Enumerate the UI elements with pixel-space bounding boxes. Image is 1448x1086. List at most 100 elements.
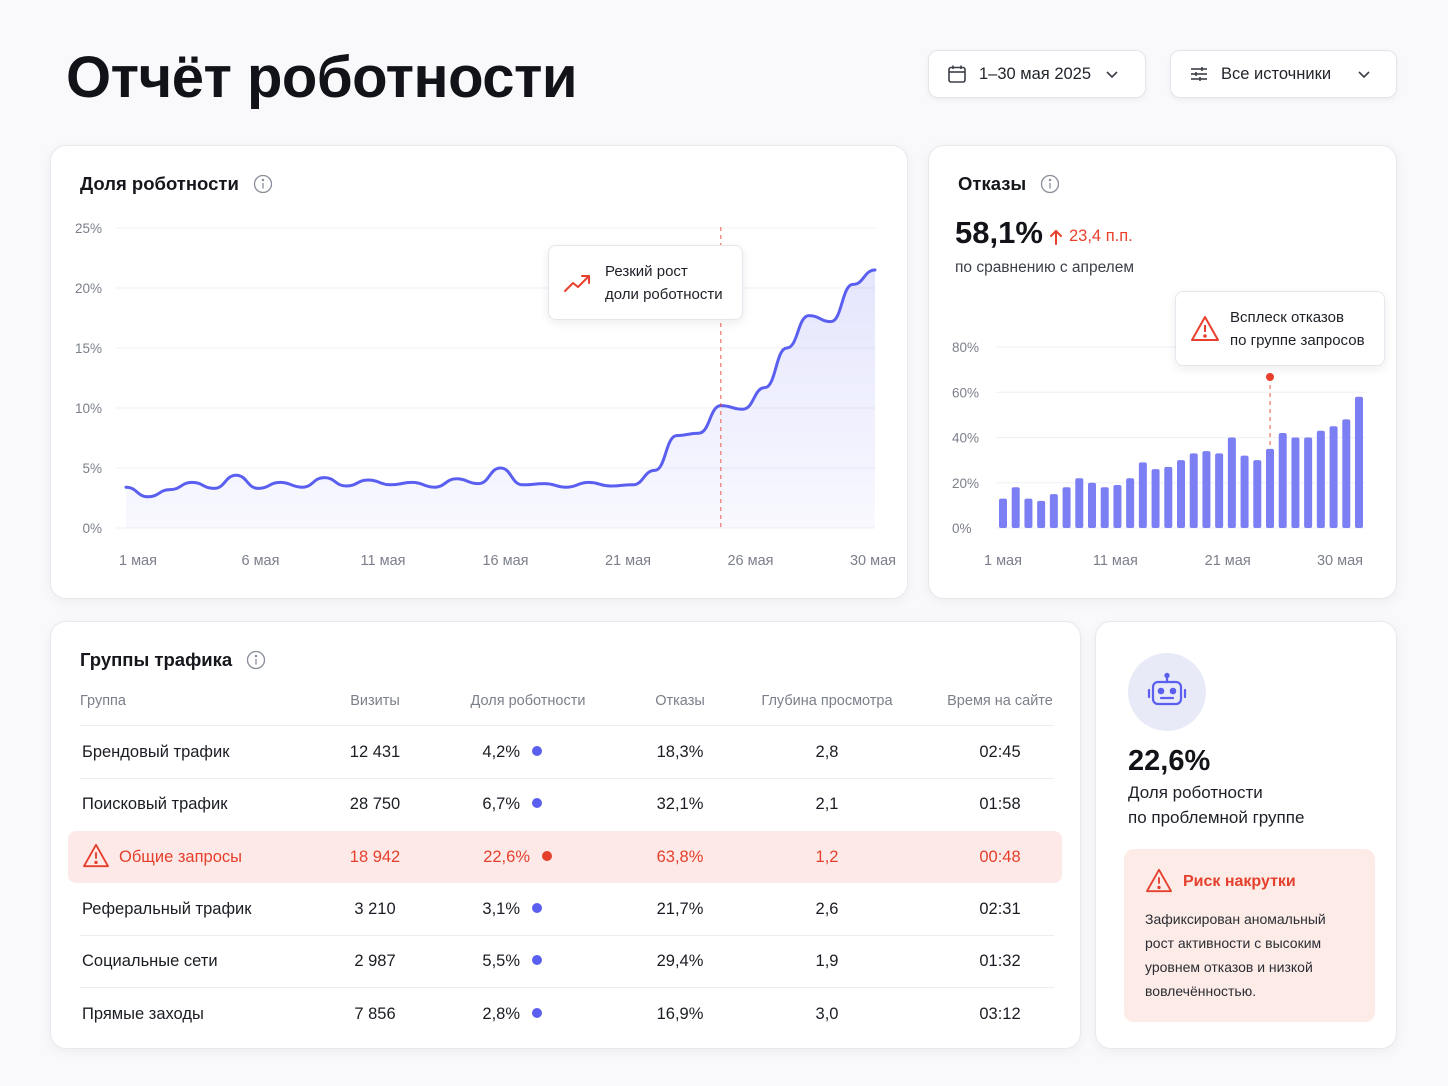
risk-alert: Риск накрутки Зафиксирован аномальный ро… [1124,849,1375,1022]
x-tick-label: 21 мая [1205,553,1251,569]
bounce-annotation: Всплеск отказов по группе запросов [1175,291,1385,366]
bounce-value: 58,1% [955,215,1043,250]
bar [1126,478,1135,528]
cell-time: 02:45 [979,743,1021,761]
column-header-visits[interactable]: Визиты [350,693,400,709]
cell-time: 00:48 [979,848,1021,866]
robot-share-annotation: Резкий рост доли роботности [548,245,743,320]
bar [1266,448,1274,528]
column-header-group[interactable]: Группа [80,693,126,709]
info-icon[interactable] [253,174,273,194]
bar [1342,419,1351,528]
bar [1253,460,1262,528]
table-row[interactable]: Брендовый трафик 12 431 4,2% 18,3% 2,8 0… [68,726,1062,778]
cell-group: Общие запросы [119,848,242,866]
cell-visits: 2 987 [354,952,396,970]
cell-robot-share: 6,7% [482,795,520,813]
bar [1240,455,1249,528]
row-divider [80,935,1054,936]
table-row[interactable]: Поисковый трафик 28 750 6,7% 32,1% 2,1 0… [68,778,1062,830]
bar [1227,437,1236,528]
risk-line: рост активности с высоким [1145,935,1322,951]
table-row[interactable]: Прямые заходы 7 856 2,8% 16,9% 3,0 03:12 [68,988,1062,1040]
bar [1291,437,1300,528]
date-range-select[interactable]: 1–30 мая 2025 [928,50,1146,98]
sources-select[interactable]: Все источники [1170,50,1397,98]
y-tick-label: 0% [82,521,102,536]
column-header-depth[interactable]: Глубина просмотра [761,693,893,709]
calendar-icon [948,65,966,83]
arrow-up-icon [1050,229,1062,245]
x-tick-label: 1 мая [119,553,157,569]
warning-icon [82,831,110,883]
row-divider [80,987,1054,988]
bar [1151,469,1160,528]
chevron-down-icon [1106,71,1118,79]
bar [1278,432,1287,528]
annotation-line-1: Резкий рост [605,262,688,280]
bar [1189,453,1198,528]
bar [1304,437,1313,528]
cell-visits: 18 942 [349,848,401,866]
column-header-robot-share[interactable]: Доля роботности [470,693,586,709]
y-tick-label: 0% [952,521,972,536]
cell-robot-share: 5,5% [482,952,520,970]
row-divider [80,725,1054,726]
y-tick-label: 5% [82,461,102,476]
x-tick-label: 11 мая [361,553,406,569]
bounce-delta: 23,4 п.п. [1049,227,1133,246]
problem-share-label-2: по проблемной группе [1128,808,1305,827]
cell-time: 02:31 [979,900,1021,918]
cell-depth: 3,0 [815,1005,839,1023]
robot-icon [1147,672,1187,706]
bar [1215,453,1224,528]
y-tick-label: 60% [952,385,979,400]
cell-visits: 7 856 [354,1005,396,1023]
series-area [126,270,875,528]
series-line [124,268,877,499]
bar [1164,466,1173,528]
cell-group: Реферальный трафик [82,900,252,918]
warning-icon [1146,868,1172,893]
risk-line: Зафиксирован аномальный [1145,911,1326,927]
table-row[interactable]: Социальные сети 2 987 5,5% 29,4% 1,9 01:… [68,935,1062,987]
cell-depth: 1,2 [815,848,839,866]
status-dot [520,935,542,987]
info-icon[interactable] [1040,174,1060,194]
info-icon[interactable] [246,650,266,670]
y-tick-label: 80% [952,340,979,355]
bounce-title-text: Отказы [958,173,1027,194]
robot-share-chart: 0% 5% 10% 15% 20% 25% 1 мая 6 мая 11 мая 16 мая 21… [75,221,896,569]
x-tick-label: 1 мая [984,553,1022,569]
y-tick-label: 10% [75,401,102,416]
cell-robot-share: 3,1% [482,900,520,918]
risk-title: Риск накрутки [1183,873,1296,890]
cell-depth: 2,8 [815,743,839,761]
bar [1049,494,1058,528]
cell-visits: 28 750 [349,795,401,813]
annotation-line-2: по группе запросов [1230,331,1365,349]
column-header-bounce[interactable]: Отказы [655,693,705,709]
status-dot [520,883,542,935]
bar [999,498,1007,528]
column-header-time[interactable]: Время на сайте [947,693,1053,709]
bar [1177,460,1185,528]
warning-icon [1191,316,1219,341]
status-dot [520,726,542,778]
status-dot [530,831,552,883]
cell-depth: 2,6 [815,900,839,918]
cell-bounce: 29,4% [656,952,704,970]
table-row[interactable]: Реферальный трафик 3 210 3,1% 21,7% 2,6 … [68,883,1062,935]
cell-group: Социальные сети [82,952,218,970]
annotation-marker [1266,373,1274,381]
table-row-alert[interactable]: Общие запросы 18 942 22,6% 63,8% 1,2 00:… [68,831,1062,883]
cell-visits: 3 210 [354,900,396,918]
problem-share-value: 22,6% [1128,745,1211,777]
cell-depth: 2,1 [815,795,839,813]
traffic-groups-title-text: Группы трафика [80,649,233,670]
risk-description: Зафиксирован аномальный рост активности … [1145,907,1326,1003]
robot-share-title: Доля роботности [80,173,273,195]
trend-up-icon [564,274,590,292]
cell-robot-share: 2,8% [482,1005,520,1023]
risk-line: уровнем отказов и низкой [1145,959,1313,975]
